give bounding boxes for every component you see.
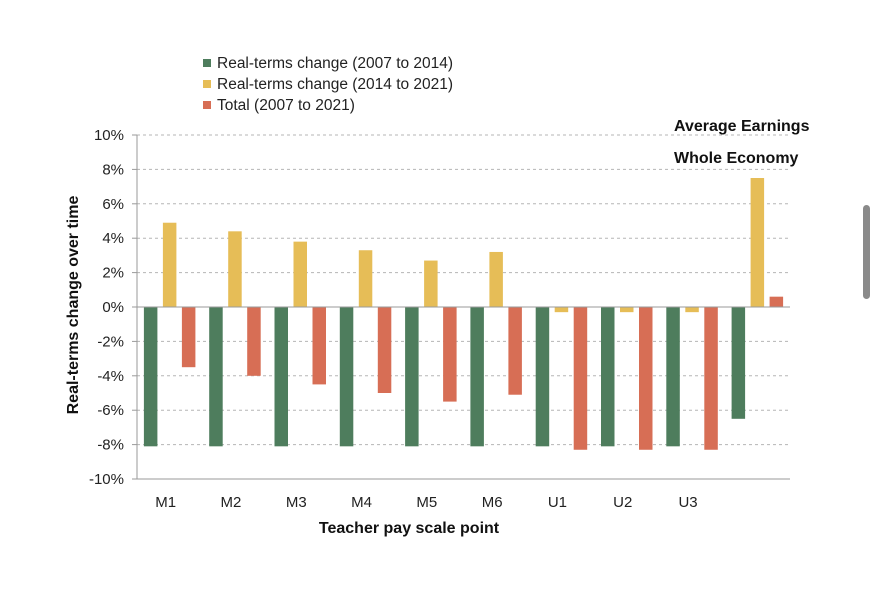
annotation-whole-economy: Whole Economy — [674, 150, 799, 167]
bar-series-2 — [228, 231, 242, 307]
bar-series-3 — [312, 307, 326, 385]
legend-swatch — [203, 101, 211, 109]
legend-label: Real-terms change (2007 to 2014) — [217, 55, 453, 72]
bar-series-1 — [731, 307, 746, 419]
y-tick-label: 10% — [94, 127, 124, 144]
x-axis-title: Teacher pay scale point — [319, 520, 500, 537]
bar-series-3 — [247, 307, 261, 376]
bars — [143, 178, 784, 450]
legend-label: Real-terms change (2014 to 2021) — [217, 76, 453, 93]
bar-series-2 — [554, 307, 569, 313]
y-tick-label: 8% — [102, 161, 124, 178]
bar-series-3 — [181, 307, 196, 368]
bar-series-2 — [489, 251, 503, 307]
bar-series-1 — [143, 307, 158, 447]
x-tick-labels: M1 M2 M3 M4 M5 M6 U1 U2 U3 — [155, 494, 697, 511]
bar-series-2 — [620, 307, 634, 313]
y-tick-label: -10% — [89, 471, 124, 488]
y-tick-label: 2% — [102, 265, 124, 282]
bar-series-1 — [339, 307, 354, 447]
bar-series-2 — [750, 178, 765, 307]
x-tick-label: M2 — [221, 494, 242, 511]
legend: Real-terms change (2007 to 2014) Real-ter… — [203, 55, 453, 114]
x-tick-label: U3 — [678, 494, 697, 511]
y-tick-label: 0% — [102, 299, 124, 316]
x-tick-label: M3 — [286, 494, 307, 511]
y-tick-label: -8% — [97, 437, 124, 454]
y-tick-label: 4% — [102, 230, 124, 247]
axes — [132, 134, 790, 480]
bar-series-1 — [274, 307, 288, 447]
legend-swatch — [203, 59, 211, 67]
bar-series-3 — [704, 307, 718, 450]
x-tick-label: U2 — [613, 494, 632, 511]
bar-series-3 — [573, 307, 588, 450]
bar-series-1 — [601, 307, 615, 447]
bar-series-3 — [508, 307, 522, 395]
bar-series-1 — [535, 307, 550, 447]
x-tick-label: M5 — [416, 494, 437, 511]
bar-series-2 — [358, 250, 373, 307]
x-tick-label: M4 — [351, 494, 372, 511]
bar-series-2 — [685, 307, 699, 313]
bar-series-1 — [470, 307, 484, 447]
bar-series-3 — [639, 307, 653, 450]
y-axis-title: Real-terms change over time — [65, 196, 82, 415]
bar-series-2 — [424, 260, 438, 307]
y-tick-label: 6% — [102, 196, 124, 213]
bar-series-3 — [443, 307, 457, 402]
x-tick-label: M1 — [155, 494, 176, 511]
y-tick-labels: 10% 8% 6% 4% 2% 0% -2% -4% -6% -8% -10% — [89, 127, 124, 488]
bar-series-1 — [666, 307, 680, 447]
scrollbar-thumb[interactable] — [863, 205, 870, 299]
legend-swatch — [203, 80, 211, 88]
legend-label: Total (2007 to 2021) — [217, 97, 355, 114]
bar-series-3 — [769, 296, 784, 307]
y-tick-label: -6% — [97, 402, 124, 419]
x-tick-label: U1 — [548, 494, 567, 511]
bar-series-2 — [293, 241, 307, 307]
bar-series-3 — [377, 307, 392, 393]
bar-series-1 — [209, 307, 223, 447]
annotation-average-earnings: Average Earnings — [674, 118, 810, 135]
x-tick-label: M6 — [482, 494, 503, 511]
y-tick-label: -2% — [97, 333, 124, 350]
gridlines — [137, 134, 790, 446]
y-tick-label: -4% — [97, 368, 124, 385]
bar-series-1 — [405, 307, 419, 447]
bar-series-2 — [162, 222, 177, 307]
